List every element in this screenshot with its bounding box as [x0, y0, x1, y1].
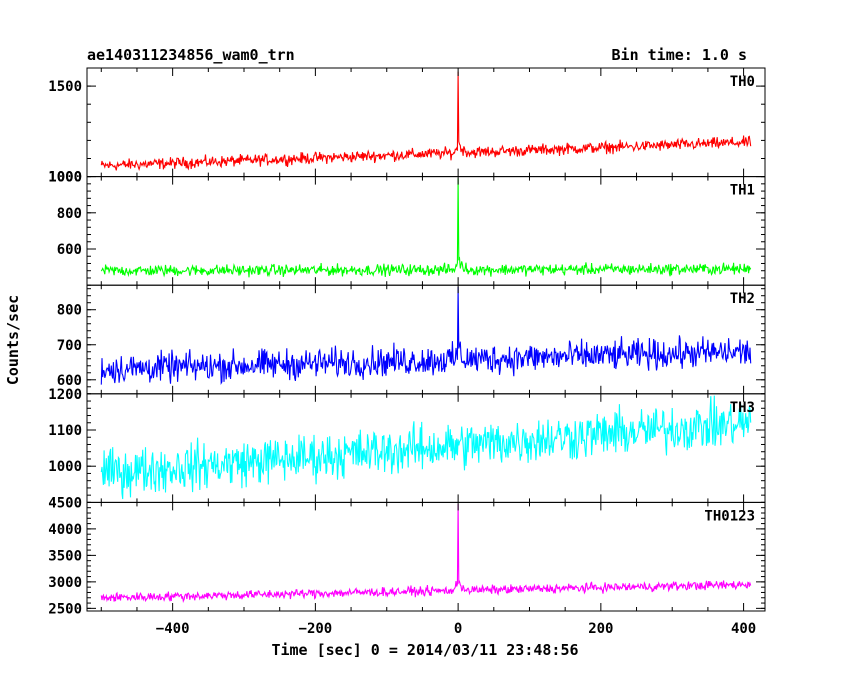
- y-tick-label: 4000: [48, 522, 82, 538]
- panel-th0123: 4000 3500 3000 2500 4500 TH0123: [48, 495, 766, 617]
- y-tick-label: 3000: [48, 575, 82, 591]
- panel-th1: 800 600 1000 TH1: [48, 170, 766, 286]
- y-tick-label: 2500: [48, 601, 82, 617]
- panel-th2: 800 700 600 TH2: [57, 284, 766, 395]
- x-tick-label: 0: [454, 621, 462, 637]
- panels-group: 1500 1000 TH0 800 600 1000 TH1 800 700 600 TH2 1100…: [48, 67, 766, 617]
- panel-label: TH0123: [704, 508, 755, 524]
- chart-title: ae140311234856_wam0_trn: [87, 46, 295, 64]
- y-tick-label: 700: [57, 338, 82, 354]
- x-tick-label: −400: [156, 621, 190, 637]
- y-axis-label: Counts/sec: [4, 295, 22, 385]
- x-tick-labels: −400 −200 0 200 400: [156, 621, 756, 637]
- panel-label: TH1: [730, 183, 755, 199]
- x-tick-label: 200: [588, 621, 613, 637]
- y-tick-label: 1000: [48, 459, 82, 475]
- y-tick-label: 600: [57, 242, 82, 258]
- x-tick-label: 400: [731, 621, 756, 637]
- panel-frame: [86, 501, 766, 612]
- panel-frame: [86, 284, 766, 395]
- panel-th0: 1500 1000 TH0: [48, 67, 766, 186]
- panel-label: TH3: [730, 400, 755, 416]
- y-tick-label: 800: [57, 206, 82, 222]
- y-tick-label: 800: [57, 303, 82, 319]
- series-line-th1: [100, 178, 752, 278]
- x-tick-label: −200: [299, 621, 333, 637]
- series-line-th0123: [100, 503, 752, 604]
- series-line-th2: [100, 286, 752, 386]
- y-tick-label: 1500: [48, 79, 82, 95]
- y-tick-label: 4500: [48, 495, 82, 511]
- y-tick-label: 1000: [48, 170, 82, 186]
- panel-label: TH2: [730, 291, 755, 307]
- series-line-th3: [100, 395, 752, 500]
- y-tick-label: 1100: [48, 423, 82, 439]
- y-tick-label: 1000: [48, 170, 82, 186]
- y-tick-label: 600: [57, 373, 82, 389]
- series-line-th0: [100, 71, 752, 172]
- panel-label: TH0: [730, 74, 755, 90]
- y-tick-label: 3500: [48, 548, 82, 564]
- bin-time-label: Bin time: 1.0 s: [612, 46, 747, 64]
- x-axis-label: Time [sec] 0 = 2014/03/11 23:48:56: [271, 641, 578, 659]
- panel-frame: [86, 67, 766, 178]
- panel-th3: 1100 1000 1200 TH3: [48, 387, 766, 503]
- y-tick-label: 1200: [48, 387, 82, 403]
